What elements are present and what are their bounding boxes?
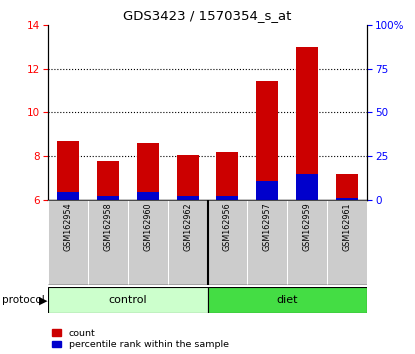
Text: GSM162958: GSM162958 [103,202,112,251]
Bar [217,196,239,200]
Text: protocol: protocol [2,295,45,305]
Bar [176,196,198,200]
Bar [48,287,208,313]
Legend: count, percentile rank within the sample: count, percentile rank within the sample [52,329,229,349]
Text: GSM162954: GSM162954 [63,202,72,251]
Text: GSM162957: GSM162957 [263,202,272,251]
Bar [217,152,239,200]
Bar [336,174,358,200]
Bar [176,155,198,200]
Bar [57,192,79,200]
Bar [296,174,318,200]
Bar [137,192,159,200]
Bar [256,81,278,200]
Bar [256,181,278,200]
Text: GSM162959: GSM162959 [303,202,312,251]
Bar [48,200,88,285]
Text: GSM162961: GSM162961 [343,202,352,251]
Text: ▶: ▶ [39,295,48,305]
Bar [168,200,208,285]
Bar [137,143,159,200]
Text: diet: diet [277,295,298,305]
Bar [57,141,79,200]
Text: GSM162960: GSM162960 [143,202,152,251]
Text: GSM162956: GSM162956 [223,202,232,251]
Bar [208,287,367,313]
Bar [287,200,327,285]
Bar [327,200,367,285]
Bar [97,161,119,200]
Text: control: control [108,295,147,305]
Bar [296,47,318,200]
Text: GSM162962: GSM162962 [183,202,192,251]
Text: GDS3423 / 1570354_s_at: GDS3423 / 1570354_s_at [123,9,292,22]
Bar [97,196,119,200]
Bar [247,200,287,285]
Bar [336,198,358,200]
Bar [208,200,247,285]
Bar [128,200,168,285]
Bar [88,200,128,285]
